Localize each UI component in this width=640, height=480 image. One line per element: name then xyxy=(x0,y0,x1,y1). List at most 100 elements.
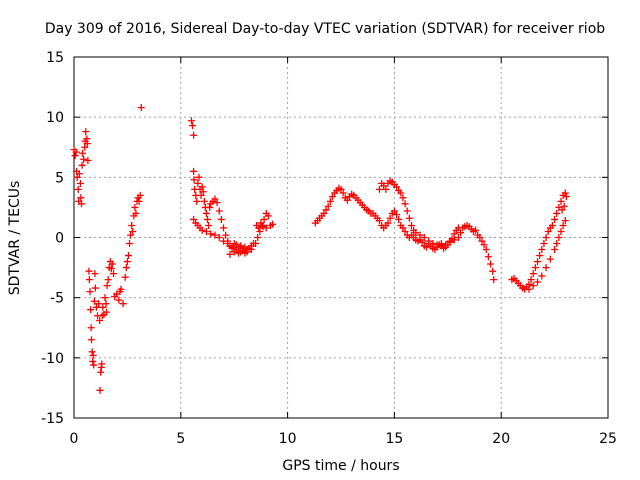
data-point xyxy=(129,227,137,235)
data-point xyxy=(89,351,97,359)
y-tick-label: 15 xyxy=(46,50,64,66)
data-point xyxy=(254,234,262,241)
data-point xyxy=(91,284,99,292)
data-point xyxy=(551,215,559,223)
data-point xyxy=(189,122,197,130)
data-point xyxy=(559,221,567,229)
data-point xyxy=(480,241,488,249)
data-point xyxy=(198,226,206,234)
data-point xyxy=(399,224,407,232)
y-tick-label: 5 xyxy=(55,170,64,186)
data-point xyxy=(79,149,87,157)
data-point xyxy=(226,250,234,258)
data-point xyxy=(557,197,565,205)
data-point xyxy=(83,140,91,148)
data-point xyxy=(87,306,95,314)
data-point xyxy=(137,104,145,112)
data-point xyxy=(77,194,85,202)
data-point xyxy=(99,303,107,311)
data-point xyxy=(555,234,563,241)
data-point xyxy=(198,183,206,191)
data-point xyxy=(529,270,537,278)
data-point xyxy=(407,221,415,229)
data-point xyxy=(337,185,345,193)
data-point xyxy=(85,276,93,284)
data-point xyxy=(328,193,336,201)
data-point xyxy=(386,214,394,222)
y-tick-label: 10 xyxy=(46,110,64,126)
data-point xyxy=(74,185,82,193)
data-point xyxy=(80,155,88,163)
data-point xyxy=(553,209,561,217)
data-point xyxy=(86,288,94,296)
data-point xyxy=(194,179,202,187)
x-tick-label: 10 xyxy=(279,431,297,447)
x-tick-label: 25 xyxy=(599,431,617,447)
data-point xyxy=(197,191,205,199)
data-point xyxy=(124,252,132,260)
data-point xyxy=(450,236,458,244)
data-point xyxy=(260,215,268,223)
data-point xyxy=(121,273,129,281)
data-point xyxy=(230,248,238,256)
data-point xyxy=(525,285,533,293)
data-point xyxy=(199,188,207,196)
data-point xyxy=(478,237,486,245)
data-point xyxy=(259,223,267,231)
data-point xyxy=(88,348,96,356)
data-point xyxy=(487,260,495,268)
data-point xyxy=(393,183,401,191)
data-point xyxy=(384,219,392,227)
data-point xyxy=(135,197,143,205)
y-tick-label: 0 xyxy=(55,231,64,247)
data-point xyxy=(195,173,203,181)
data-point xyxy=(95,300,103,308)
data-point xyxy=(544,227,552,235)
y-tick-label: -5 xyxy=(50,291,64,307)
data-point xyxy=(243,248,251,256)
data-point xyxy=(395,215,403,223)
data-point xyxy=(476,234,484,241)
x-tick-label: 0 xyxy=(70,431,79,447)
data-point xyxy=(536,252,544,260)
data-point xyxy=(213,199,221,207)
data-point xyxy=(256,227,264,235)
data-point xyxy=(190,167,198,175)
data-point xyxy=(548,221,556,229)
data-point xyxy=(102,308,110,316)
data-point xyxy=(324,202,332,210)
data-point xyxy=(81,143,89,151)
data-point xyxy=(71,152,79,160)
data-point xyxy=(73,173,81,181)
grid-lines xyxy=(74,57,608,418)
data-point xyxy=(90,297,98,305)
data-point xyxy=(103,282,111,290)
data-point xyxy=(247,246,255,254)
data-point xyxy=(131,203,139,211)
data-point xyxy=(104,276,112,284)
data-point xyxy=(136,191,144,199)
data-point xyxy=(422,243,430,251)
data-point xyxy=(200,197,208,205)
data-point xyxy=(257,219,265,227)
data-point xyxy=(490,276,498,284)
data-point xyxy=(205,221,213,229)
data-point xyxy=(222,231,230,239)
data-point xyxy=(190,215,198,223)
data-point xyxy=(187,117,195,125)
data-point xyxy=(193,197,201,205)
data-point xyxy=(228,244,236,252)
data-point xyxy=(215,234,223,241)
tick-labels: 0 5 10 15 20 25 -15 -10 -5 0 5 10 15 xyxy=(41,50,617,447)
data-point xyxy=(107,265,115,273)
data-point xyxy=(90,361,98,369)
data-point xyxy=(252,240,260,248)
data-point xyxy=(87,324,95,332)
data-point xyxy=(127,231,135,239)
data-point xyxy=(457,229,465,237)
data-point xyxy=(98,360,106,368)
data-point xyxy=(343,196,351,204)
data-point xyxy=(96,386,104,394)
y-axis-label: SDTVAR / TECUs xyxy=(7,181,23,296)
data-point xyxy=(128,221,136,229)
